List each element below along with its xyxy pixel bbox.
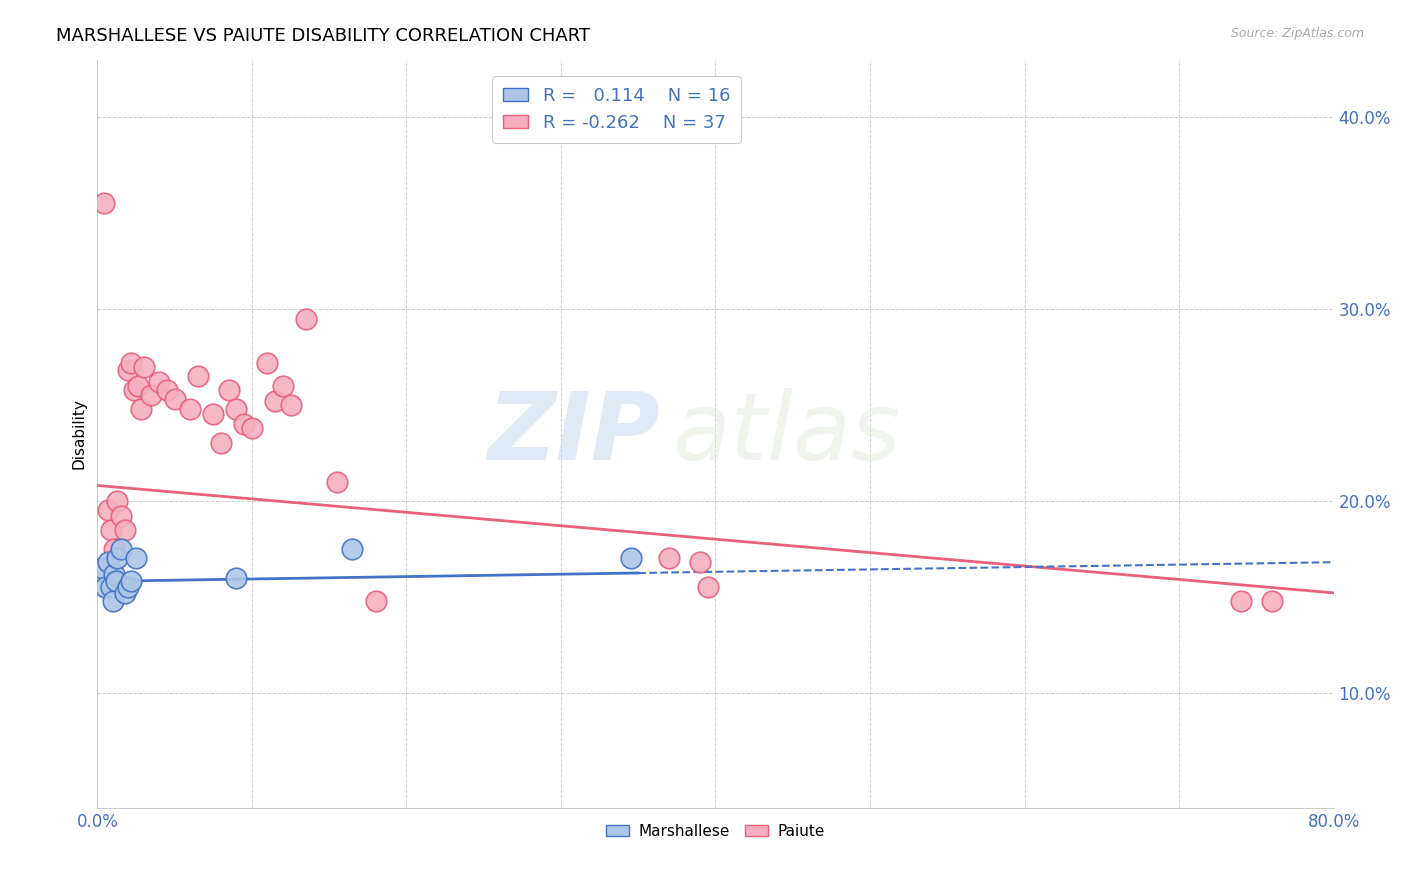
Point — [100, 580, 122, 594]
Point — [110, 541, 132, 556]
Point — [103, 541, 125, 556]
Point — [129, 401, 152, 416]
Point — [256, 356, 278, 370]
Text: MARSHALLESE VS PAIUTE DISABILITY CORRELATION CHART: MARSHALLESE VS PAIUTE DISABILITY CORRELA… — [56, 27, 591, 45]
Point — [240, 421, 263, 435]
Point — [696, 580, 718, 594]
Point — [179, 401, 201, 416]
Text: ZIP: ZIP — [486, 388, 659, 480]
Point — [93, 196, 115, 211]
Point — [110, 509, 132, 524]
Legend: Marshallese, Paiute: Marshallese, Paiute — [600, 818, 831, 845]
Point — [107, 551, 129, 566]
Point — [233, 417, 256, 431]
Point — [148, 375, 170, 389]
Point — [104, 574, 127, 589]
Point — [120, 574, 142, 589]
Point — [97, 503, 120, 517]
Point — [326, 475, 349, 489]
Point — [114, 523, 136, 537]
Point — [94, 580, 117, 594]
Point — [107, 493, 129, 508]
Point — [619, 551, 641, 566]
Point — [218, 383, 240, 397]
Point — [125, 551, 148, 566]
Point — [1230, 593, 1253, 607]
Point — [91, 561, 114, 575]
Point — [658, 551, 681, 566]
Point — [141, 388, 163, 402]
Point — [156, 383, 179, 397]
Point — [114, 586, 136, 600]
Point — [202, 408, 225, 422]
Point — [295, 311, 318, 326]
Point — [117, 580, 139, 594]
Y-axis label: Disability: Disability — [72, 398, 86, 469]
Point — [280, 398, 302, 412]
Point — [103, 566, 125, 581]
Point — [225, 401, 247, 416]
Point — [101, 593, 124, 607]
Point — [342, 541, 364, 556]
Point — [117, 363, 139, 377]
Point — [1261, 593, 1284, 607]
Text: atlas: atlas — [672, 388, 900, 479]
Point — [132, 359, 155, 374]
Text: Source: ZipAtlas.com: Source: ZipAtlas.com — [1230, 27, 1364, 40]
Point — [209, 436, 232, 450]
Point — [124, 383, 146, 397]
Point — [120, 356, 142, 370]
Point — [225, 570, 247, 584]
Point — [163, 392, 186, 406]
Point — [127, 378, 149, 392]
Point — [97, 555, 120, 569]
Point — [689, 555, 711, 569]
Point — [264, 394, 287, 409]
Point — [271, 378, 294, 392]
Point — [100, 523, 122, 537]
Point — [364, 593, 387, 607]
Point — [187, 369, 209, 384]
